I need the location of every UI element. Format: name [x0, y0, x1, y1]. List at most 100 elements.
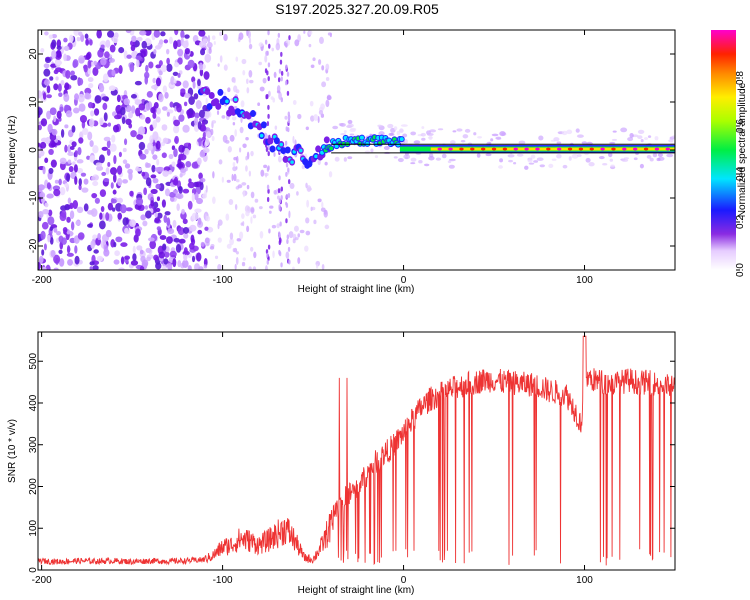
heatmap-noise-blob	[130, 44, 136, 52]
heatmap-noise-blob	[193, 117, 199, 126]
heatmap-noise-blob	[135, 197, 144, 206]
heatmap-noise-blob	[129, 219, 137, 228]
heatmap-faint-blob	[210, 128, 214, 136]
heatmap-noise-blob	[180, 30, 185, 39]
heatmap-noise-blob	[196, 157, 202, 166]
heatmap-noise-blob	[146, 256, 152, 262]
heatmap-noise-blob	[124, 163, 131, 169]
heatmap-noise-blob	[96, 255, 103, 262]
heatmap-streak-blob	[266, 50, 269, 56]
snr-series	[38, 335, 675, 566]
heatmap-noise-blob	[41, 197, 45, 204]
heatmap-noise-blob	[204, 53, 212, 63]
heatmap-noise-blob	[182, 259, 189, 269]
heatmap-noise-blob	[155, 116, 161, 123]
heatmap-noise-blob	[196, 197, 204, 205]
heatmap-noise-blob	[138, 126, 146, 135]
heatmap-streak-blob	[286, 234, 290, 240]
heatmap-noise-blob	[109, 44, 116, 53]
heatmap-side-blob	[464, 128, 471, 133]
heatmap-faint-blob	[217, 264, 222, 270]
heatmap-noise-blob	[158, 93, 164, 103]
heatmap-side-blob	[452, 130, 457, 133]
heatmap-side-blob	[612, 130, 617, 133]
heatmap-faint-blob	[260, 169, 265, 177]
heatmap-noise-blob	[83, 203, 89, 212]
heatmap-noise-blob	[141, 40, 147, 49]
heatmap-faint-blob	[239, 147, 242, 153]
heatmap-noise-blob	[50, 250, 56, 258]
snr-y-tick-label: 300	[28, 436, 39, 453]
heatmap-noise-blob	[152, 145, 156, 152]
heatmap-noise-blob	[120, 256, 125, 265]
heatmap-noise-blob	[42, 208, 50, 215]
heatmap-noise-blob	[144, 30, 152, 36]
heatmap-noise-blob	[174, 135, 179, 145]
heatmap-streak-blob	[285, 162, 289, 168]
heatmap-noise-blob	[43, 63, 50, 69]
heatmap-ridge-blob	[204, 88, 211, 96]
heatmap-noise-blob	[87, 59, 92, 69]
heatmap-faint-blob	[226, 179, 231, 183]
heatmap-faint-blob	[221, 176, 224, 183]
heatmap-noise-blob	[169, 101, 174, 108]
heatmap-noise-blob	[65, 70, 71, 79]
heatmap-faint-blob	[241, 213, 245, 219]
heatmap-noise-blob	[111, 69, 116, 77]
heatmap-faint-blob	[233, 85, 238, 93]
heatmap-noise-blob	[44, 157, 49, 164]
heatmap-noise-blob	[168, 154, 174, 160]
snr-line	[38, 335, 675, 566]
heatmap-noise-blob	[58, 258, 65, 267]
heatmap-noise-blob	[152, 112, 157, 119]
heatmap-side-blob	[585, 157, 591, 163]
heatmap-noise-blob	[145, 116, 151, 124]
heatmap-noise-blob	[164, 211, 171, 216]
heatmap-noise-blob	[94, 95, 102, 104]
heatmap-noise-blob	[51, 49, 57, 59]
heatmap-faint-blob	[203, 264, 208, 269]
heatmap-noise-blob	[177, 72, 181, 78]
heatmap-faint-blob	[240, 222, 243, 226]
heatmap-noise-blob	[132, 245, 136, 254]
heatmap-faint-blob	[233, 77, 236, 84]
heatmap-faint-blob	[234, 263, 237, 270]
heatmap-noise-blob	[155, 64, 162, 69]
heatmap-streak-blob	[266, 252, 269, 258]
heatmap-noise-blob	[180, 168, 187, 173]
heatmap-noise-blob	[107, 30, 115, 38]
heatmap-band-peak	[556, 147, 562, 151]
heatmap-noise-blob	[138, 103, 146, 111]
heatmap-noise-blob	[171, 161, 176, 167]
heatmap-band-peak	[611, 147, 616, 151]
heatmap-faint-blob	[318, 109, 324, 115]
heatmap-ridge-blob	[208, 91, 215, 99]
heatmap-faint-blob	[326, 95, 332, 101]
heatmap-side-blob	[646, 154, 652, 159]
heatmap-side-blob	[656, 157, 661, 162]
heatmap-side-blob	[340, 132, 347, 136]
heatmap-streak-blob	[280, 186, 284, 192]
heatmap-faint-blob	[294, 39, 300, 47]
heatmap-faint-blob	[204, 43, 208, 49]
heatmap-side-blob	[460, 139, 466, 143]
heatmap-noise-blob	[162, 243, 167, 251]
heatmap-faint-blob	[248, 266, 252, 270]
heatmap-faint-blob	[249, 118, 254, 122]
heatmap-ridge-blob	[217, 88, 224, 96]
heatmap-side-blob	[370, 148, 374, 153]
heatmap-noise-blob	[184, 34, 190, 39]
heatmap-band-peak	[502, 147, 508, 151]
heatmap-side-blob	[334, 156, 340, 162]
heatmap-faint-blob	[232, 248, 235, 253]
heatmap-noise-blob	[115, 236, 123, 243]
heatmap-noise-blob	[47, 216, 55, 226]
heatmap-streak-blob	[267, 151, 270, 157]
heatmap-ridge-blob	[269, 145, 276, 153]
heatmap-faint-blob	[273, 152, 276, 157]
heatmap-noise-blob	[122, 179, 129, 184]
heatmap-faint-blob	[245, 156, 248, 161]
heatmap-side-blob	[620, 127, 628, 133]
heatmap-noise-blob	[150, 174, 157, 179]
